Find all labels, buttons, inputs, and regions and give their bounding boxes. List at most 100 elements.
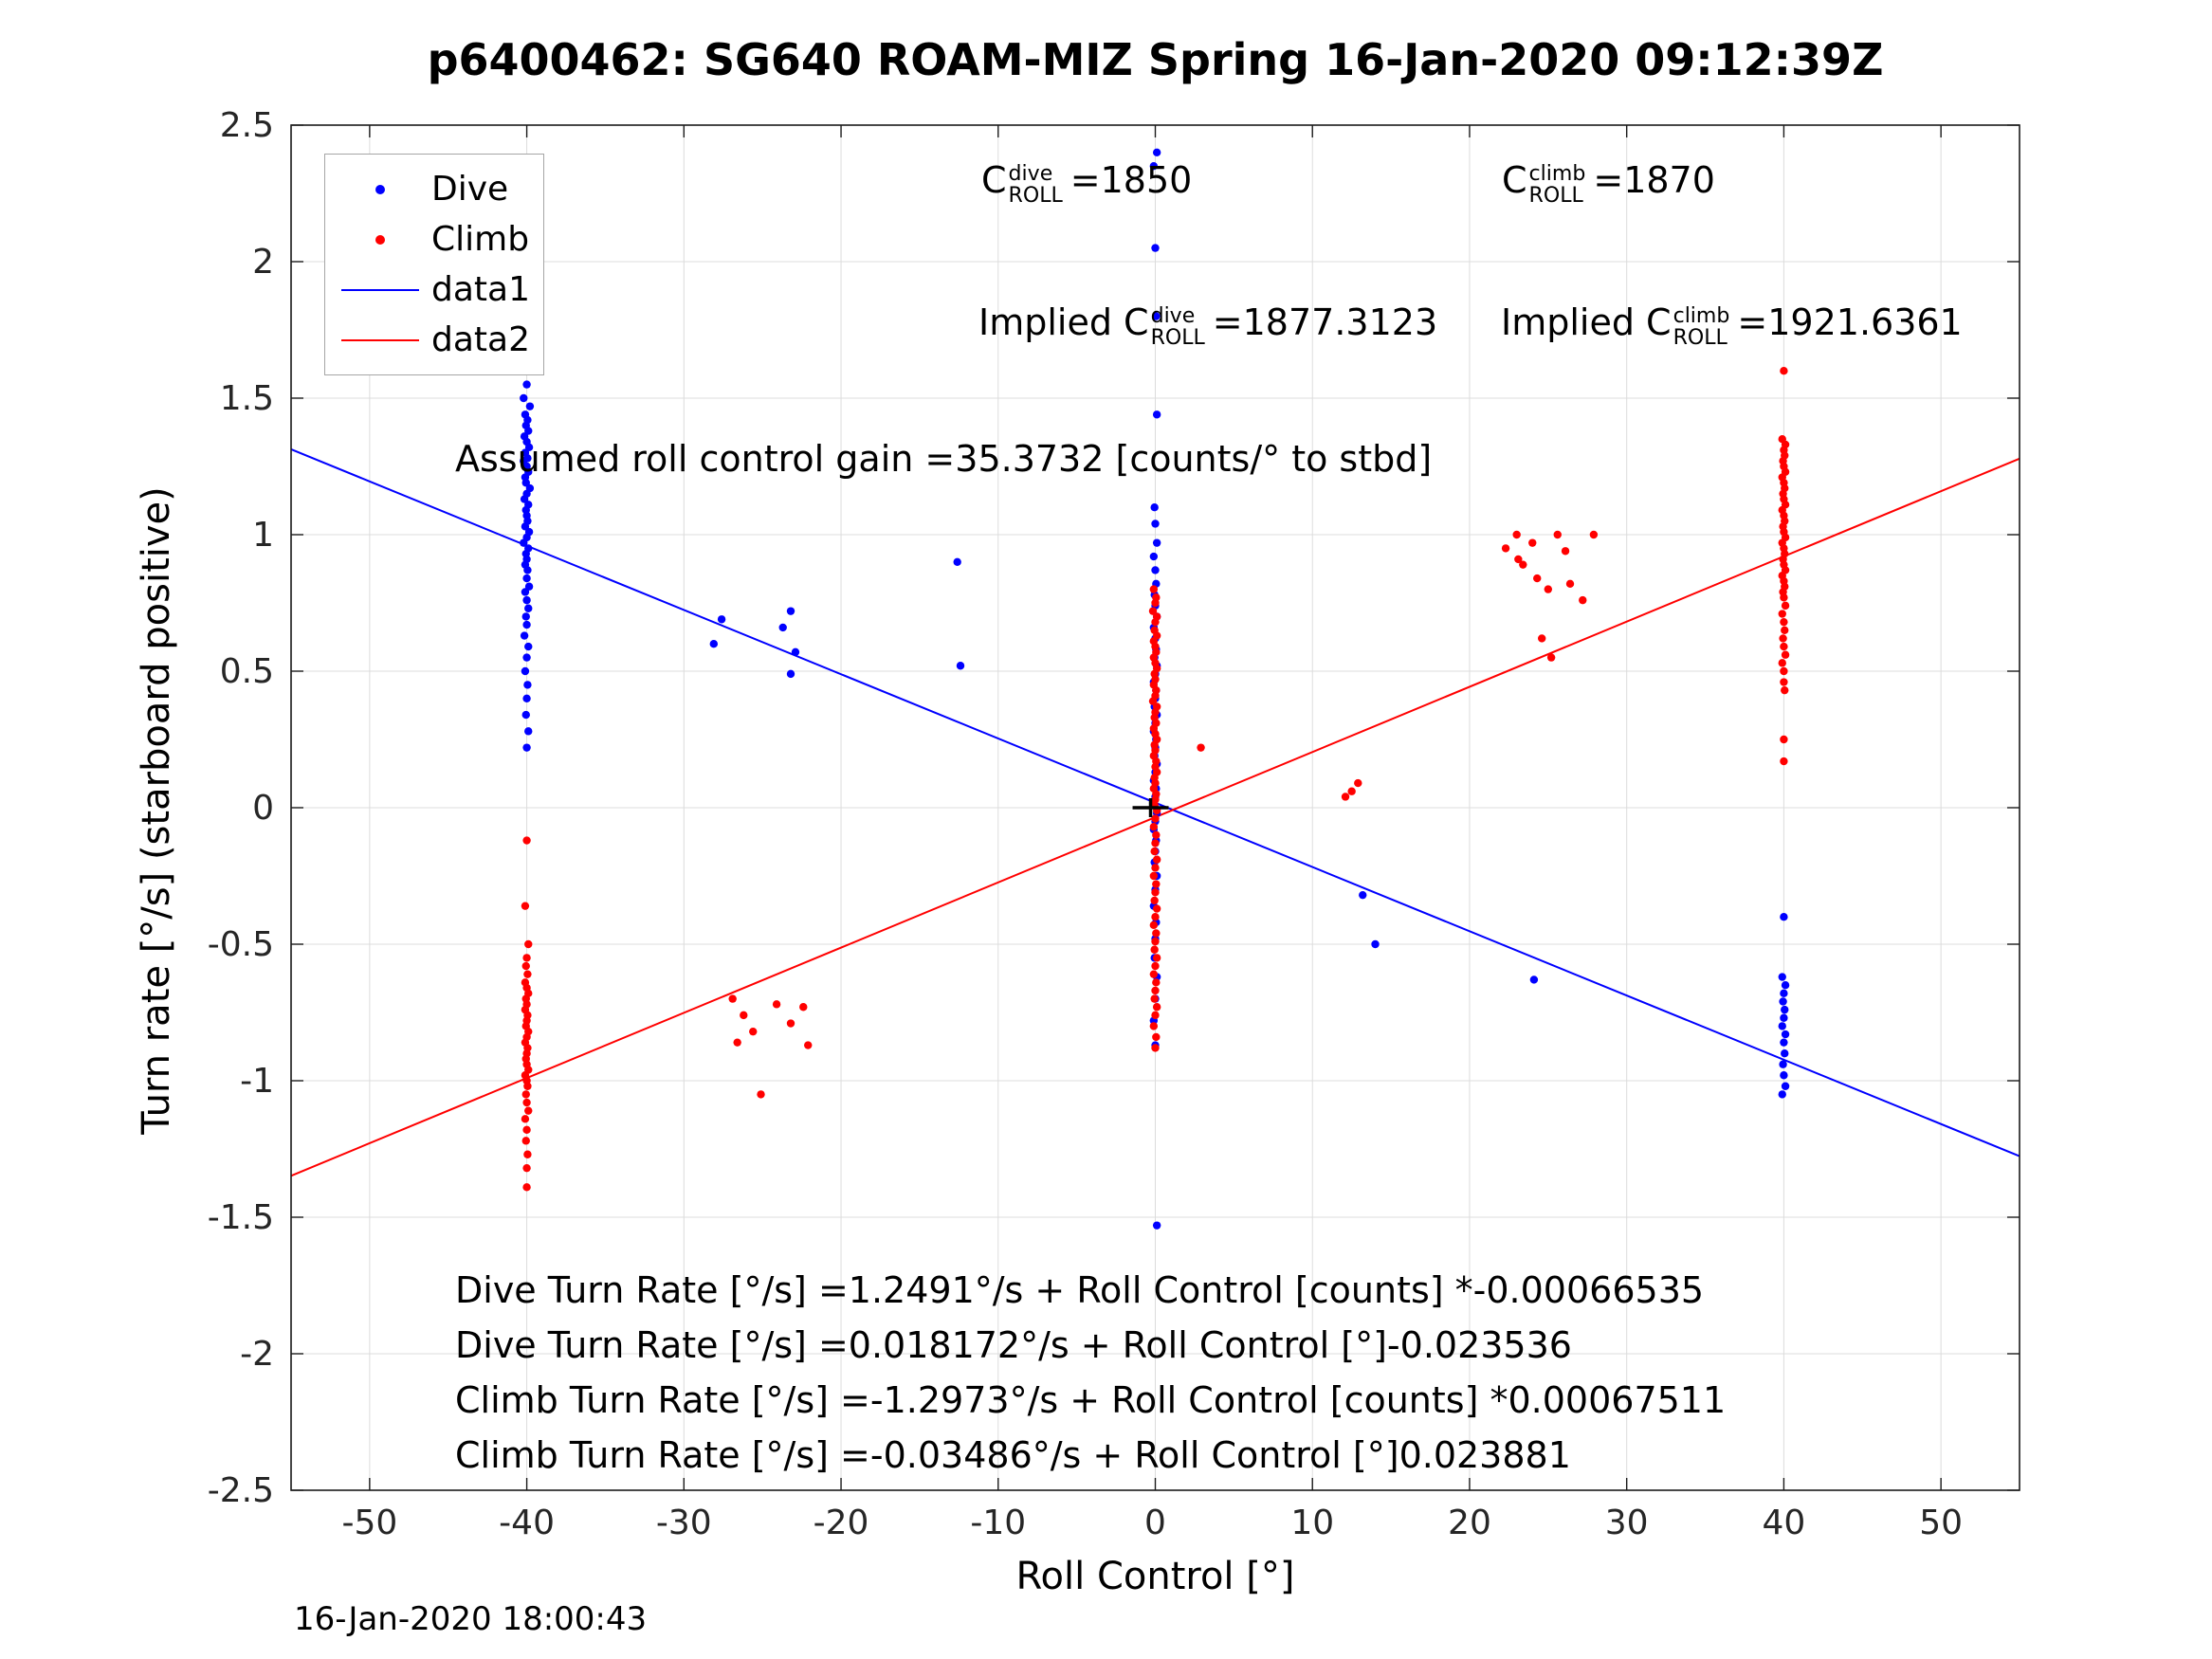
legend-label: data2 [431,320,530,359]
legend-item-data1: data1 [338,264,530,315]
c-roll-dive-sup: dive [1008,161,1053,186]
x-tick-label: 0 [1144,1504,1166,1542]
point-dive [524,642,533,651]
legend-label: Dive [431,170,509,209]
legend-line-icon-data1 [338,288,422,291]
point-dive [1149,552,1159,561]
point-dive [521,612,530,621]
point-dive [778,623,787,632]
implied-dive-sub: ROLL [1150,325,1205,350]
point-climb [1149,585,1159,593]
point-dive [717,615,726,624]
point-climb [1778,610,1786,618]
c-roll-dive-base: C [981,159,1007,201]
c-roll-dive-value: =1850 [1069,159,1193,201]
implied-dive-base: Implied C [978,301,1149,343]
point-dive [786,669,795,679]
legend-dot-icon-dive [338,184,422,194]
point-climb [1152,830,1161,839]
point-dive [1780,1013,1788,1022]
point-dive [1778,1022,1786,1030]
point-climb [524,1106,533,1115]
point-climb [772,1000,781,1009]
point-climb [1780,666,1788,676]
point-dive [525,402,535,410]
y-tick-label: 1 [252,516,274,555]
y-tick-label: 2 [252,243,274,282]
point-dive [1152,312,1161,320]
point-climb [740,1011,748,1020]
point-climb [521,1115,530,1123]
point-dive [522,653,531,662]
point-climb [523,1082,532,1090]
implied-dive-value: =1877.3123 [1212,301,1438,343]
point-dive [1151,566,1160,574]
point-climb [1150,994,1159,1003]
y-tick-label: 1.5 [220,379,274,418]
point-climb [1151,839,1160,848]
generation-timestamp: 16-Jan-2020 18:00:43 [294,1600,648,1638]
chart-title: p6400462: SG640 ROAM-MIZ Spring 16-Jan-2… [427,34,1884,85]
point-climb [728,994,737,1003]
x-tick-label: -40 [499,1504,555,1542]
point-dive [520,631,529,640]
implied-climb-base: Implied C [1501,301,1672,343]
point-dive [791,647,800,657]
y-axis-label: Turn rate [°/s] (starboard positive) [135,486,178,1135]
point-climb [1149,1022,1159,1030]
equation-dive-degrees: Dive Turn Rate [°/s] =0.018172°/s + Roll… [455,1324,1572,1366]
legend-label: Climb [431,220,530,259]
point-climb [1537,634,1546,643]
point-climb [799,1003,808,1012]
point-climb [1152,954,1161,962]
point-climb [1780,642,1788,651]
point-climb [1519,560,1527,569]
point-climb [1151,598,1160,608]
point-dive [521,588,530,596]
point-dive [1781,1049,1789,1058]
point-dive [522,574,531,583]
point-dive [522,380,531,389]
y-tick-label: 2.5 [220,106,274,145]
point-dive [1152,148,1161,156]
point-dive [522,694,531,702]
x-tick-label: 50 [1919,1504,1963,1542]
c-roll-climb-sup: climb [1528,161,1586,186]
legend: Dive Climb data1 data2 [324,154,544,375]
legend-label: data1 [431,270,530,309]
y-tick-label: -1.5 [208,1198,274,1237]
gain-annotation: Assumed roll control gain =35.3732 [coun… [455,438,1433,480]
point-dive [956,662,965,670]
point-climb [1546,653,1556,662]
point-climb [1151,1011,1160,1020]
point-climb [1151,864,1160,872]
point-climb [521,902,530,910]
point-dive [523,681,532,689]
point-climb [1150,847,1159,856]
point-climb [521,1090,530,1099]
legend-glyph [375,184,385,194]
point-climb [786,1019,795,1028]
implied-climb-value: =1921.6361 [1737,301,1963,343]
point-climb [523,1150,532,1158]
point-climb [1152,1032,1161,1042]
point-climb [1512,530,1521,539]
point-dive [520,538,528,547]
x-tick-label: 30 [1605,1504,1649,1542]
x-tick-label: -20 [814,1504,869,1542]
legend-item-climb: Climb [338,214,530,264]
y-tick-label: -2 [240,1335,274,1374]
point-climb [1150,945,1159,954]
point-dive [1152,1221,1161,1230]
point-climb [1149,921,1159,930]
point-climb [1151,937,1160,946]
point-dive [524,727,533,736]
point-dive [523,566,532,574]
point-climb [1149,871,1159,881]
point-dive [709,640,719,648]
implied-dive-sup: dive [1150,303,1196,328]
point-climb [522,836,531,845]
c-roll-climb-sub: ROLL [1528,183,1583,208]
point-climb [1565,579,1575,589]
